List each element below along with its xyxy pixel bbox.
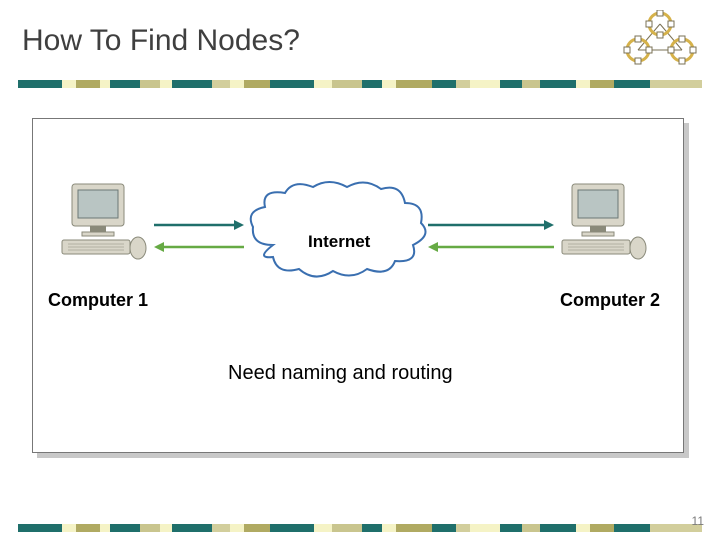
caption-text: Need naming and routing [228, 362, 453, 385]
computer-1-label: Computer 1 [48, 290, 148, 311]
computer-2-label: Computer 2 [560, 290, 660, 311]
slide: How To Find Nodes? Internet Computer 1 C… [0, 0, 720, 540]
network-decoration-icon [618, 10, 702, 68]
accent-stripe-bottom [18, 524, 702, 532]
arrow-icon [428, 241, 554, 253]
accent-stripe-top [18, 80, 702, 88]
page-number: 11 [692, 514, 704, 528]
arrow-icon [428, 219, 554, 231]
internet-label: Internet [308, 232, 370, 252]
arrow-icon [154, 241, 244, 253]
arrow-icon [154, 219, 244, 231]
computer-1-icon [60, 178, 150, 273]
computer-2-icon [560, 178, 650, 273]
slide-title: How To Find Nodes? [22, 24, 300, 58]
